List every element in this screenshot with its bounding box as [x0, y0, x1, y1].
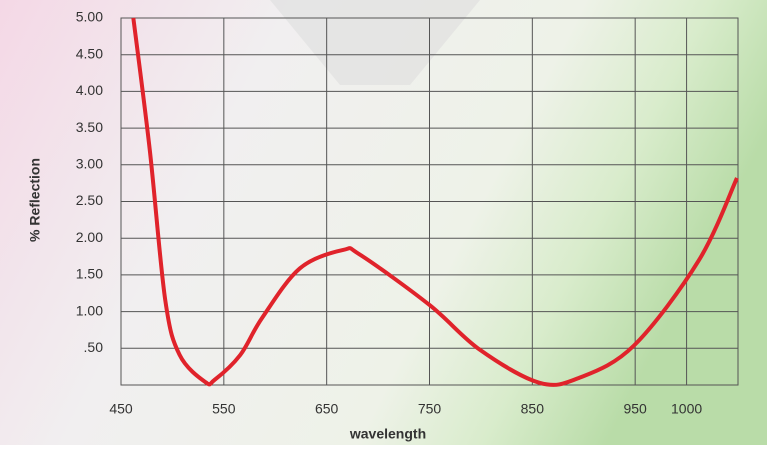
x-tick-label: 850 — [521, 401, 545, 417]
y-tick-label: 5.00 — [76, 9, 103, 25]
y-tick-label: 4.50 — [76, 45, 103, 61]
y-tick-label: 1.00 — [76, 302, 103, 318]
y-tick-label: 3.00 — [76, 156, 103, 172]
y-axis-label: % Reflection — [27, 158, 43, 242]
x-tick-label: 650 — [315, 401, 339, 417]
x-tick-label: 1000 — [671, 401, 702, 417]
line-series — [131, 17, 739, 387]
y-tick-label: .50 — [84, 339, 104, 355]
y-tick-label: 2.00 — [76, 229, 103, 245]
x-tick-label: 450 — [109, 401, 133, 417]
x-tick-label: 950 — [623, 401, 647, 417]
x-tick-label: 750 — [418, 401, 442, 417]
decoration — [270, 0, 480, 85]
y-tick-label: 1.50 — [76, 266, 103, 282]
x-tick-label: 550 — [212, 401, 236, 417]
y-tick-label: 2.50 — [76, 192, 103, 208]
x-axis-label: wavelength — [349, 426, 426, 442]
y-tick-label: 3.50 — [76, 119, 103, 135]
y-tick-label: 4.00 — [76, 82, 103, 98]
